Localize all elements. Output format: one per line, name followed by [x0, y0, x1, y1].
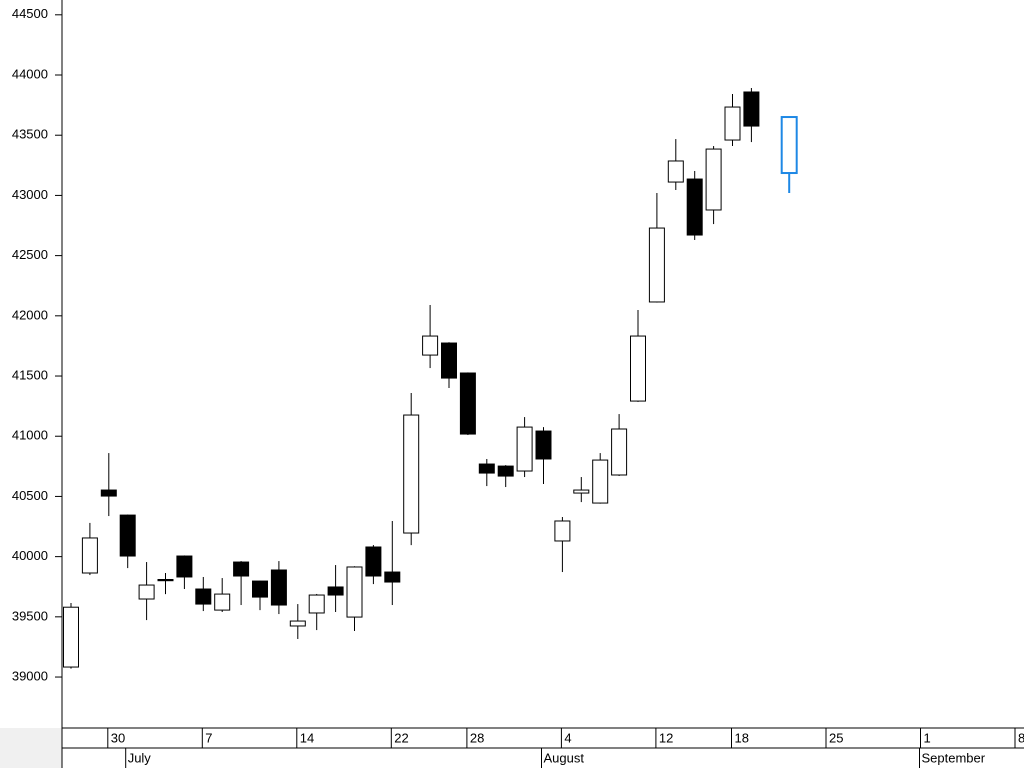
- candle-body: [252, 580, 268, 598]
- x-tick-label: 8: [1018, 730, 1024, 745]
- y-tick-label: 42000: [12, 307, 48, 322]
- y-tick-label: 39000: [12, 668, 48, 683]
- y-tick-label: 44000: [12, 66, 48, 81]
- y-tick-label: 41000: [12, 428, 48, 443]
- candle-body: [81, 537, 98, 574]
- x-tick-label: 25: [829, 730, 843, 745]
- y-tick-label: 39500: [12, 608, 48, 623]
- candle-body: [592, 459, 609, 504]
- candle-body: [478, 463, 495, 474]
- x-tick-label: 4: [564, 730, 571, 745]
- x-tick-label: 22: [394, 730, 408, 745]
- x-tick-label: 30: [111, 730, 125, 745]
- y-tick-label: 42500: [12, 247, 48, 262]
- candle-body: [365, 546, 382, 577]
- candle-body: [497, 465, 514, 477]
- y-tick-label: 43000: [12, 187, 48, 202]
- candle-body: [724, 106, 741, 141]
- candle-body: [573, 489, 590, 494]
- x-tick-label: 1: [924, 730, 931, 745]
- candle-body: [308, 594, 325, 614]
- candle-body: [233, 561, 250, 577]
- x-tick-label: 12: [659, 730, 673, 745]
- x-tick-label: 7: [205, 730, 212, 745]
- candle-body: [516, 426, 533, 472]
- candle-body: [346, 566, 363, 618]
- candle-body: [743, 91, 760, 127]
- candle-body: [535, 430, 552, 460]
- candle-body: [327, 586, 344, 596]
- candle-body: [648, 227, 665, 303]
- candle-body: [176, 555, 193, 578]
- candle-body: [422, 335, 439, 356]
- candle-body: [780, 116, 798, 175]
- y-tick-label: 40000: [12, 548, 48, 563]
- x-tick-label: 14: [300, 730, 314, 745]
- y-tick-label: 44500: [12, 6, 48, 21]
- x-tick-label: 18: [735, 730, 749, 745]
- candle-body: [384, 571, 401, 583]
- candle-body: [119, 514, 136, 557]
- candle-body: [138, 584, 155, 600]
- candle-body: [705, 148, 722, 211]
- candle-body: [403, 414, 420, 534]
- y-tick-label: 41500: [12, 367, 48, 382]
- y-tick-label: 43500: [12, 127, 48, 142]
- month-label: August: [544, 750, 585, 765]
- candle-body: [157, 579, 174, 582]
- candle-body: [667, 160, 684, 183]
- candle-body: [214, 593, 231, 611]
- x-tick-label: 28: [470, 730, 484, 745]
- candle-body: [630, 335, 646, 402]
- y-tick-label: 40500: [12, 488, 48, 503]
- candle-body: [686, 178, 703, 236]
- candle-body: [441, 342, 457, 379]
- corner: [0, 728, 62, 768]
- candle-body: [100, 489, 117, 497]
- candle-body: [195, 588, 212, 605]
- candle-body: [554, 520, 571, 542]
- candle-body: [289, 620, 306, 627]
- candle-body: [611, 428, 628, 476]
- candle-body: [270, 569, 287, 606]
- candle-body: [63, 606, 79, 668]
- candle-body: [459, 372, 476, 435]
- month-label: July: [128, 750, 152, 765]
- month-label: September: [922, 750, 986, 765]
